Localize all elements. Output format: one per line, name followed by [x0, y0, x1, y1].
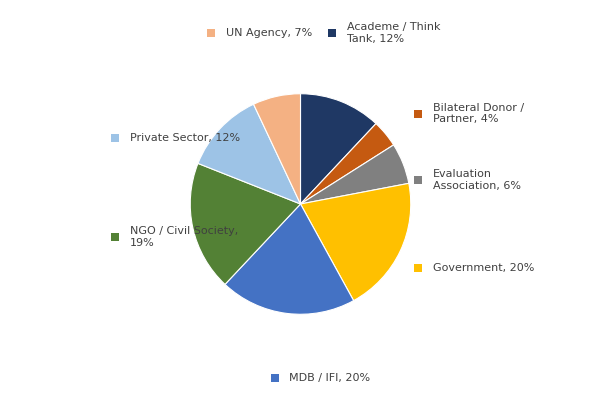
Wedge shape [300, 145, 409, 204]
Wedge shape [300, 124, 394, 204]
Text: Private Sector, 12%: Private Sector, 12% [130, 133, 240, 143]
Wedge shape [225, 204, 353, 314]
Wedge shape [300, 183, 410, 301]
Text: Academe / Think
Tank, 12%: Academe / Think Tank, 12% [347, 22, 441, 44]
Wedge shape [198, 104, 300, 204]
Text: Government, 20%: Government, 20% [433, 263, 534, 273]
Wedge shape [191, 164, 300, 284]
Text: MDB / IFI, 20%: MDB / IFI, 20% [290, 373, 371, 383]
Text: Bilateral Donor /
Partner, 4%: Bilateral Donor / Partner, 4% [433, 103, 524, 124]
Text: Evaluation
Association, 6%: Evaluation Association, 6% [433, 169, 521, 191]
Text: NGO / Civil Society,
19%: NGO / Civil Society, 19% [130, 226, 238, 248]
Wedge shape [254, 94, 300, 204]
Text: UN Agency, 7%: UN Agency, 7% [225, 28, 312, 38]
Wedge shape [300, 94, 376, 204]
